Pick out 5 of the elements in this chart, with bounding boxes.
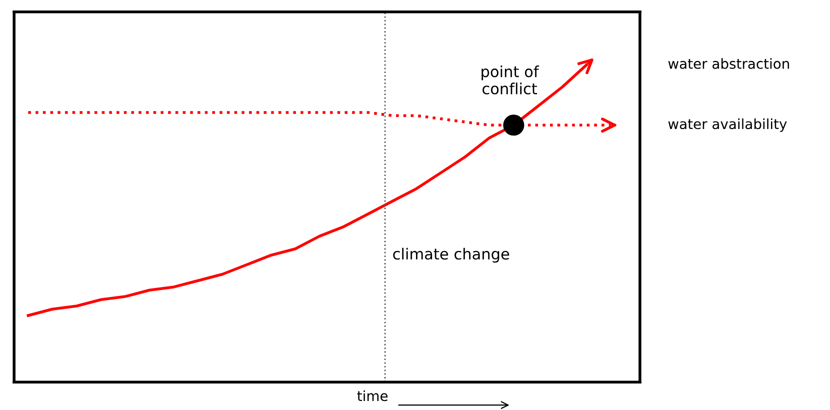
text: water abstraction <box>668 58 789 69</box>
annotation: point of conflict <box>482 65 540 94</box>
annotation: climate change <box>393 248 510 263</box>
x-axis-title: time <box>357 390 388 402</box>
text: water availability <box>668 118 787 132</box>
